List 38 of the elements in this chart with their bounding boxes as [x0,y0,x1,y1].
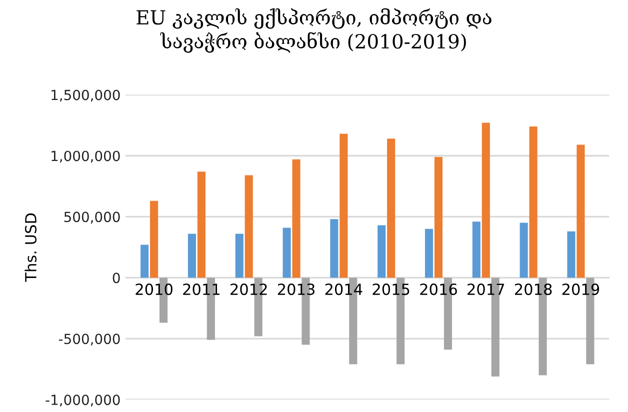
bar [340,134,348,278]
bar [472,222,480,278]
bar [150,200,158,278]
bar [140,244,149,278]
y-tick-label: 500,000 [64,212,120,224]
x-tick-label: 2016 [420,284,457,296]
x-tick-label: 2013 [278,284,314,296]
bar [330,219,338,278]
chart-title: EU კაკლის ექსპორტი, იმპორტი და სავაჭრო ბალანსი (2010-2019) [136,8,492,53]
y-tick-label: 0 [112,272,120,284]
bar [424,228,434,278]
bar [282,228,291,278]
bar [529,126,538,278]
x-tick-label: 2018 [514,284,552,296]
bar [520,222,528,278]
x-tick-label: 2011 [183,284,220,296]
y-tick-label: -500,000 [58,334,120,346]
bar [235,234,244,278]
bar [188,234,196,278]
x-tick-label: 2017 [468,284,504,296]
x-tick-label: 2010 [136,284,172,296]
bar [434,156,443,278]
bar [482,122,490,278]
bar [378,225,386,278]
x-tick-label: 2015 [372,284,410,296]
x-tick-label: 2012 [230,284,267,296]
x-tick-label: 2019 [562,284,600,296]
bar [244,175,253,278]
bar [197,172,206,278]
y-tick-label: -1,000,000 [46,394,120,407]
y-tick-label: 1,000,000 [52,150,120,163]
x-tick-label: 2014 [325,284,362,296]
y-tick-label: 1,500,000 [52,90,120,102]
bar [387,138,396,278]
bar [567,231,576,278]
bar [292,159,300,278]
y-axis-title: Ths. USD [24,213,37,282]
bar [576,144,585,278]
